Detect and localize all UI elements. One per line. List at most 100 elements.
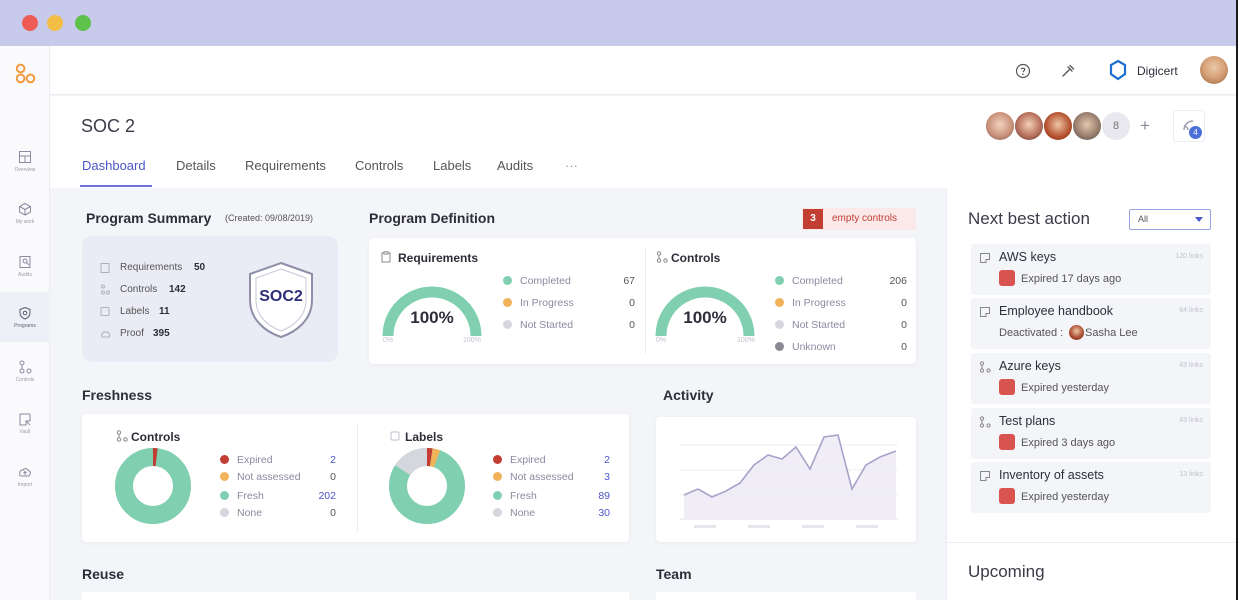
next-best-action-item[interactable]: Employee handbook Deactivated : Sasha Le…	[971, 298, 1211, 349]
user-avatar[interactable]	[1200, 56, 1228, 84]
page-header: SOC 2 8 + 4 Dashboard Details Requiremen…	[50, 96, 1236, 188]
legend-swatch	[775, 276, 784, 285]
legend-value: 30	[598, 507, 610, 519]
add-member-button[interactable]: +	[1140, 116, 1150, 135]
summary-row-label: Controls	[120, 284, 158, 295]
tab-audits[interactable]: Audits	[497, 158, 534, 173]
legend-value: 2	[604, 454, 610, 466]
legend-item: Fresh	[493, 490, 537, 502]
gauge-max-label: 100%	[463, 337, 481, 344]
legend-swatch	[775, 342, 784, 351]
legend-label: Expired	[510, 454, 546, 466]
x-tick-label	[694, 525, 716, 528]
team-title: Team	[656, 566, 692, 582]
empty-controls-label: empty controls	[832, 213, 898, 224]
tab-requirements[interactable]: Requirements	[245, 158, 326, 173]
legend-swatch	[220, 508, 229, 517]
upcoming-title: Upcoming	[968, 562, 1045, 581]
action-item-subtitle: Expired 17 days ago	[1021, 273, 1122, 285]
legend-label: In Progress	[792, 297, 846, 309]
action-item-title: Test plans	[999, 414, 1056, 428]
sidebar-item-overview[interactable]: Overview	[0, 136, 50, 186]
legend-value: 2	[330, 454, 336, 466]
freshness-card: Controls Expired 2 Not assessed 0 Fresh …	[82, 414, 629, 542]
action-item-title: Employee handbook	[999, 304, 1113, 318]
maximize-window-button[interactable]	[75, 15, 91, 31]
next-best-action-item[interactable]: AWS keys Expired 17 days ago 120 links	[971, 244, 1211, 295]
legend-item: Not Started	[503, 319, 573, 331]
notifications-button[interactable]: 4	[1173, 110, 1205, 142]
legend-value: 0	[330, 507, 336, 519]
chevron-down-icon	[1195, 217, 1203, 222]
legend-swatch	[503, 276, 512, 285]
next-best-action-item[interactable]: Azure keys Expired yesterday 43 links	[971, 353, 1211, 404]
legend-swatch	[220, 491, 229, 500]
team-member-avatar[interactable]	[1015, 112, 1043, 140]
tools-icon[interactable]	[1060, 63, 1076, 79]
audits-icon	[19, 255, 31, 268]
help-icon[interactable]	[1015, 63, 1031, 79]
legend-item: In Progress	[503, 297, 574, 309]
sidebar-item-vault[interactable]: Vault	[0, 398, 50, 448]
freshness-controls-title: Controls	[131, 430, 181, 444]
close-window-button[interactable]	[22, 15, 38, 31]
vault-icon	[980, 307, 990, 317]
legend-value: 67	[623, 275, 635, 287]
controls-percent: 100%	[683, 308, 727, 327]
window-titlebar	[0, 0, 1236, 46]
action-item-title: Inventory of assets	[999, 468, 1104, 482]
page-title: SOC 2	[81, 116, 136, 136]
tab-dashboard[interactable]: Dashboard	[82, 158, 146, 173]
legend-item: None	[220, 507, 262, 519]
tab-controls[interactable]: Controls	[355, 158, 404, 173]
tab-labels[interactable]: Labels	[433, 158, 472, 173]
tab-details[interactable]: Details	[176, 158, 216, 173]
legend-item: Expired	[220, 454, 273, 466]
summary-row-value: 142	[169, 284, 186, 295]
legend-value: 89	[598, 490, 610, 502]
team-member-avatar[interactable]	[1073, 112, 1101, 140]
org-name[interactable]: Digicert	[1137, 64, 1178, 78]
legend-label: Unknown	[792, 341, 836, 353]
filter-value: All	[1138, 214, 1149, 224]
next-best-action-item[interactable]: Inventory of assets Expired yesterday 13…	[971, 462, 1211, 513]
x-tick-label	[856, 525, 878, 528]
sidebar-item-label: Import	[17, 481, 33, 488]
controls-icon	[116, 430, 128, 442]
divider	[645, 248, 646, 354]
freshness-title: Freshness	[82, 387, 153, 403]
action-item-subtitle: Expired yesterday	[1021, 491, 1110, 503]
program-summary-card: Requirements 50 Controls 142 Labels 11 P…	[82, 236, 338, 362]
legend-value: 0	[901, 297, 907, 309]
legend-value: 0	[901, 341, 907, 353]
labels-icon	[390, 431, 400, 441]
team-overflow-count[interactable]: 8	[1102, 112, 1130, 140]
sidebar-item-import[interactable]: Import	[0, 451, 50, 501]
tab-more[interactable]: ···	[565, 158, 578, 173]
sidebar-item-audits[interactable]: Audits	[0, 241, 50, 291]
minimize-window-button[interactable]	[47, 15, 63, 31]
soc2-shield-badge	[249, 261, 313, 339]
sidebar-item-my-work[interactable]: My work	[0, 188, 50, 238]
program-definition-title: Program Definition	[369, 210, 496, 226]
next-best-action-item[interactable]: Test plans Expired 3 days ago 43 links	[971, 408, 1211, 459]
app-logo[interactable]	[0, 49, 50, 99]
sidebar-item-label: My work	[15, 218, 35, 225]
next-best-action-panel: Next best action All AWS keys Expired 17…	[946, 188, 1236, 600]
summary-row-label: Proof	[120, 328, 144, 339]
action-filter-select[interactable]: All	[1129, 209, 1211, 230]
sidebar-item-programs[interactable]: Programs	[0, 292, 50, 342]
activity-title: Activity	[663, 387, 714, 403]
cloud-upload-icon	[19, 467, 31, 476]
soc2-badge-text: SOC2	[259, 288, 303, 305]
empty-controls-alert[interactable]: 3 empty controls	[802, 208, 916, 230]
controls-icon	[101, 284, 110, 295]
team-member-avatar[interactable]	[986, 112, 1014, 140]
legend-swatch	[503, 320, 512, 329]
team-member-avatar[interactable]	[1044, 112, 1072, 140]
sidebar-item-controls[interactable]: Controls	[0, 346, 50, 396]
action-item-links: 84 links	[1179, 307, 1203, 314]
legend-swatch	[493, 455, 502, 464]
sidebar-item-label: Controls	[15, 376, 35, 383]
legend-value: 202	[318, 490, 336, 502]
